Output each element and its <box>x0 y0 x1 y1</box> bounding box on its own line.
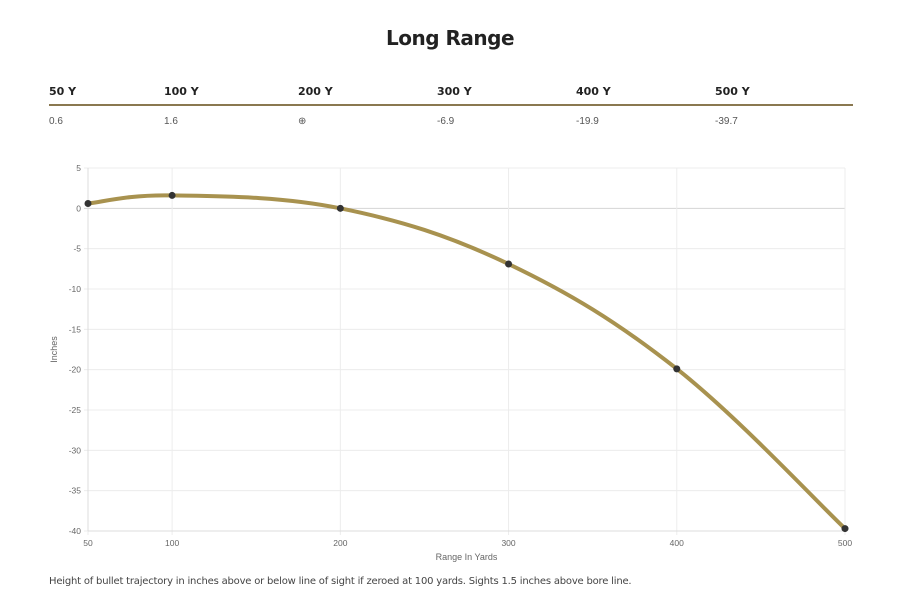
table-cell: 0.6 <box>49 116 63 127</box>
data-point <box>505 260 513 268</box>
y-tick-label: -15 <box>69 324 82 334</box>
data-point <box>673 365 681 373</box>
table-cell: -39.7 <box>715 116 738 127</box>
y-tick-label: 5 <box>76 163 81 173</box>
y-tick-label: -10 <box>69 284 82 294</box>
trajectory-line <box>86 193 847 531</box>
chart-caption: Height of bullet trajectory in inches ab… <box>49 576 632 587</box>
y-tick-label: -35 <box>69 486 82 496</box>
table-header: 300 Y <box>437 85 472 98</box>
y-tick-label: -20 <box>69 365 82 375</box>
y-axis-label: Inches <box>49 336 59 363</box>
table-header: 50 Y <box>49 85 77 98</box>
data-point <box>84 199 92 207</box>
x-tick-label: 400 <box>670 538 684 548</box>
zero-crosshair-icon: ⊕ <box>298 116 307 127</box>
data-point <box>841 525 849 533</box>
x-tick-label: 100 <box>165 538 179 548</box>
y-tick-label: -30 <box>69 445 82 455</box>
y-tick-label: -25 <box>69 405 82 415</box>
x-tick-label: 200 <box>333 538 347 548</box>
y-tick-label: 0 <box>76 203 81 213</box>
data-point <box>336 204 344 212</box>
y-tick-label: -40 <box>69 526 82 536</box>
table-header: 200 Y <box>298 85 333 98</box>
table-cell: -6.9 <box>437 116 455 127</box>
chart-grid <box>84 167 846 535</box>
x-tick-label: 500 <box>838 538 852 548</box>
data-point <box>168 191 176 199</box>
x-tick-label: 50 <box>83 538 93 548</box>
table-header-row: 50 Y 100 Y 200 Y 300 Y 400 Y 500 Y <box>49 82 853 106</box>
table-header: 500 Y <box>715 85 750 98</box>
trajectory-table: 50 Y 100 Y 200 Y 300 Y 400 Y 500 Y 0.6 1… <box>49 82 853 128</box>
table-cell: -19.9 <box>576 116 599 127</box>
x-tick-label: 300 <box>501 538 515 548</box>
table-row: 0.6 1.6 ⊕ -6.9 -19.9 -39.7 <box>49 106 853 128</box>
table-header: 400 Y <box>576 85 611 98</box>
y-tick-label: -5 <box>73 244 81 254</box>
table-header: 100 Y <box>164 85 199 98</box>
table-cell: 1.6 <box>164 116 178 127</box>
page-title: Long Range <box>385 26 515 50</box>
chart-points <box>84 191 849 533</box>
x-axis-label: Range In Yards <box>436 552 498 562</box>
